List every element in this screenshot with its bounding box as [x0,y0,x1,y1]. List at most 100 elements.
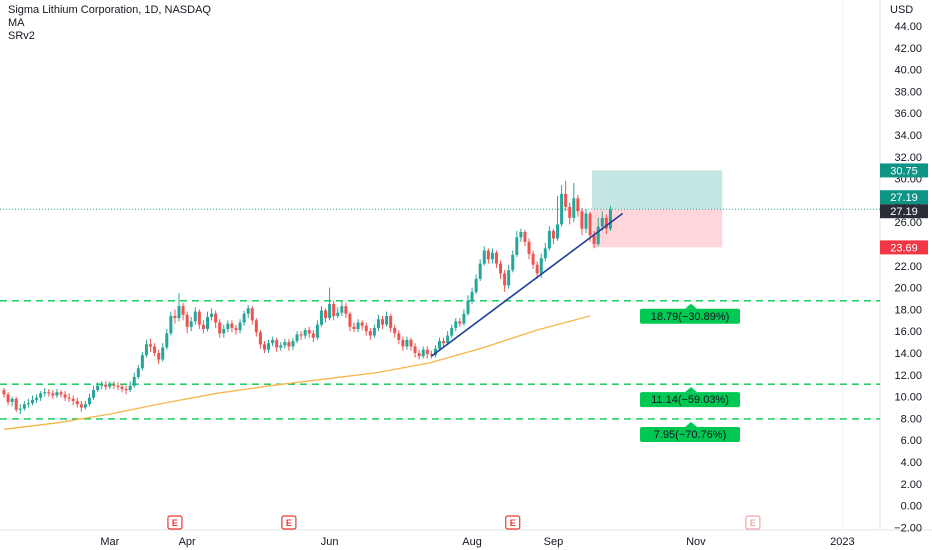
y-tick-label: 20.00 [894,283,922,295]
candle-body [242,313,246,323]
y-tick-label: 10.00 [894,392,922,404]
candle-body [515,237,519,255]
candle-body [185,314,189,327]
price-axis-label: 30.75 [890,165,918,177]
support-label: 18.79(−30.89%) [651,311,730,323]
candle-body [214,313,218,323]
candle-body [592,235,596,244]
candle-body [397,333,401,340]
price-axis-label: 27.19 [890,206,918,218]
candle-body [181,306,185,315]
candle-body [372,327,376,336]
candle-body [128,385,132,391]
candle-body [132,376,136,386]
candle-body [39,393,43,398]
chart-legend: Sigma Lithium Corporation, 1D, NASDAQ MA… [8,4,211,43]
candle-body [307,330,311,334]
candle-body [271,339,275,344]
candle-body [507,270,511,286]
candle-body [35,397,39,400]
price-axis-label-box [880,190,928,205]
candle-body [588,213,592,236]
candle-body [454,321,458,328]
x-tick-label: 2023 [830,536,854,548]
candle-body [116,385,120,387]
candle-body [556,224,560,239]
candle-body [446,335,450,344]
candle-body [474,278,478,292]
candle-body [96,385,100,391]
earnings-icon-label: E [172,518,178,528]
indicator-ma-label[interactable]: MA [8,17,25,29]
y-tick-label: 4.00 [901,457,922,469]
support-label-pointer [685,303,697,309]
candle-body [144,344,148,356]
candle-body [226,323,230,330]
price-axis-label-box [880,163,928,178]
candle-body [389,315,393,328]
candle-body [124,388,128,391]
candle-body [287,342,291,347]
candle-body [560,193,564,225]
candle-body [43,392,47,394]
candle-body [486,250,490,260]
x-tick-label: Nov [686,536,706,548]
candle-body [189,321,193,327]
earnings-icon [167,515,183,530]
candle-body [22,404,26,409]
candle-body [535,264,539,274]
candle-body [572,198,576,218]
candle-body [120,386,124,389]
candle-body [153,346,157,353]
y-tick-label: 8.00 [901,413,922,425]
y-tick-label: 14.00 [894,348,922,360]
candle-body [425,349,429,355]
y-tick-label: 38.00 [894,86,922,98]
y-tick-label: 2.00 [901,479,922,491]
candle-body [523,232,527,242]
candle-body [393,327,397,334]
candle-body [543,248,547,259]
candle-body [30,399,34,404]
candle-body [201,324,205,330]
symbol-title[interactable]: Sigma Lithium Corporation, 1D, NASDAQ [8,4,211,16]
candle-body [503,273,507,286]
candle-body [71,398,75,401]
candle-body [478,263,482,279]
trendline [430,212,624,357]
candle-body [332,303,336,316]
indicator-srv2-label[interactable]: SRv2 [8,30,35,42]
candle-body [385,315,389,325]
candle-body [442,341,446,344]
y-tick-label: 6.00 [901,435,922,447]
candle-body [576,198,580,212]
candle-body [319,310,323,325]
candle-body [421,349,425,357]
candle-body [75,400,79,405]
y-tick-label: 32.00 [894,152,922,164]
y-tick-label: 34.00 [894,130,922,142]
candle-body [433,348,437,356]
y-tick-label: 16.00 [894,326,922,338]
candle-body [499,263,503,274]
candle-body [218,322,222,334]
candle-body [250,308,254,321]
earnings-icon [505,515,521,530]
candle-body [352,326,356,330]
x-tick-label: Sep [544,536,564,548]
candle-body [356,322,360,330]
y-tick-label: 18.00 [894,304,922,316]
candle-body [458,321,462,324]
candle-body [47,392,51,394]
candle-body [336,312,340,316]
candle-body [14,398,18,410]
candle-body [494,252,498,264]
candle-body [531,253,535,265]
candle-body [519,232,523,238]
candle-body [234,327,238,331]
candle-body [328,303,332,319]
candle-body [600,217,604,227]
candle-body [51,393,55,396]
candle-body [364,325,368,332]
